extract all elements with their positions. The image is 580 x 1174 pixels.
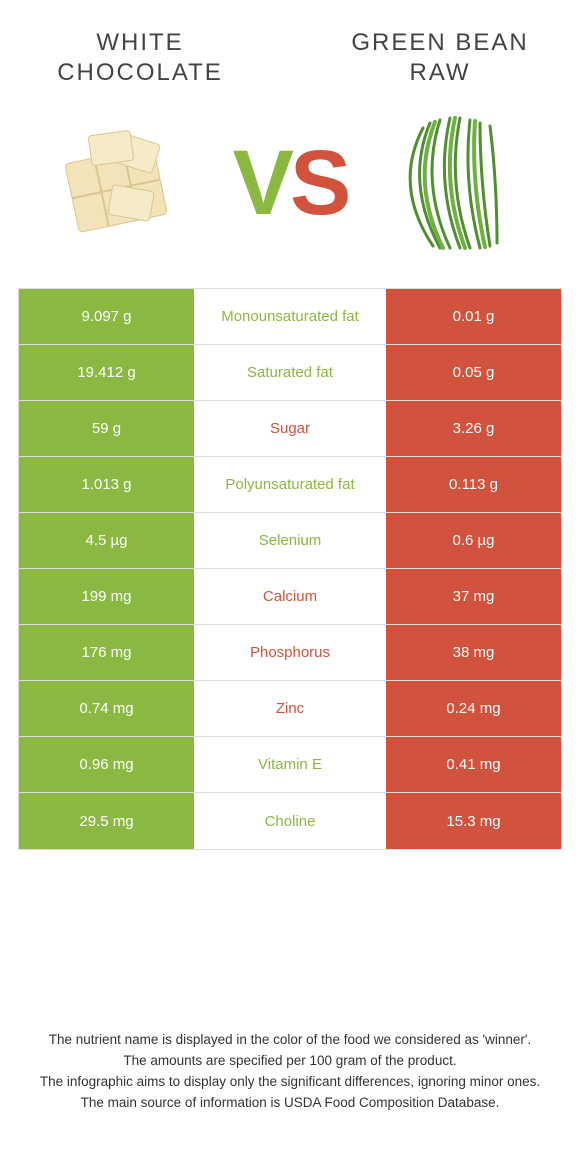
right-value: 0.113 g xyxy=(386,457,561,512)
nutrient-label: Selenium xyxy=(194,513,386,568)
right-value: 15.3 mg xyxy=(386,793,561,849)
table-row: 0.74 mgZinc0.24 mg xyxy=(19,681,561,737)
right-value: 37 mg xyxy=(386,569,561,624)
left-value: 0.74 mg xyxy=(19,681,194,736)
table-row: 19.412 gSaturated fat0.05 g xyxy=(19,345,561,401)
white-chocolate-icon xyxy=(45,108,195,258)
left-value: 19.412 g xyxy=(19,345,194,400)
left-value: 29.5 mg xyxy=(19,793,194,849)
right-value: 0.01 g xyxy=(386,289,561,344)
nutrient-label: Choline xyxy=(194,793,386,849)
right-value: 0.41 mg xyxy=(386,737,561,792)
left-value: 59 g xyxy=(19,401,194,456)
left-value: 0.96 mg xyxy=(19,737,194,792)
left-value: 176 mg xyxy=(19,625,194,680)
nutrient-label: Saturated fat xyxy=(194,345,386,400)
left-value: 9.097 g xyxy=(19,289,194,344)
right-value: 0.24 mg xyxy=(386,681,561,736)
table-row: 199 mgCalcium37 mg xyxy=(19,569,561,625)
right-food-title: GREEN BEAN RAW xyxy=(330,28,550,88)
table-row: 9.097 gMonounsaturated fat0.01 g xyxy=(19,289,561,345)
nutrient-label: Monounsaturated fat xyxy=(194,289,386,344)
table-row: 59 gSugar3.26 g xyxy=(19,401,561,457)
vs-label: VS xyxy=(233,131,348,236)
footnotes: The nutrient name is displayed in the co… xyxy=(0,1030,580,1114)
left-food-title: WHITE CHOCOLATE xyxy=(30,28,250,88)
footnote-line: The nutrient name is displayed in the co… xyxy=(32,1030,548,1051)
table-row: 1.013 gPolyunsaturated fat0.113 g xyxy=(19,457,561,513)
right-value: 0.05 g xyxy=(386,345,561,400)
nutrient-label: Polyunsaturated fat xyxy=(194,457,386,512)
left-value: 4.5 µg xyxy=(19,513,194,568)
vs-s: S xyxy=(290,132,347,234)
vs-v: V xyxy=(233,132,290,234)
left-value: 199 mg xyxy=(19,569,194,624)
table-row: 0.96 mgVitamin E0.41 mg xyxy=(19,737,561,793)
footnote-line: The amounts are specified per 100 gram o… xyxy=(32,1051,548,1072)
green-bean-icon xyxy=(385,108,535,258)
nutrient-label: Zinc xyxy=(194,681,386,736)
right-value: 3.26 g xyxy=(386,401,561,456)
footnote-line: The infographic aims to display only the… xyxy=(32,1072,548,1093)
nutrient-table: 9.097 gMonounsaturated fat0.01 g19.412 g… xyxy=(18,288,562,850)
table-row: 29.5 mgCholine15.3 mg xyxy=(19,793,561,849)
footnote-line: The main source of information is USDA F… xyxy=(32,1093,548,1114)
nutrient-label: Vitamin E xyxy=(194,737,386,792)
nutrient-label: Sugar xyxy=(194,401,386,456)
nutrient-label: Calcium xyxy=(194,569,386,624)
table-row: 4.5 µgSelenium0.6 µg xyxy=(19,513,561,569)
nutrient-label: Phosphorus xyxy=(194,625,386,680)
table-row: 176 mgPhosphorus38 mg xyxy=(19,625,561,681)
right-value: 0.6 µg xyxy=(386,513,561,568)
left-value: 1.013 g xyxy=(19,457,194,512)
hero-row: VS xyxy=(0,88,580,288)
right-value: 38 mg xyxy=(386,625,561,680)
